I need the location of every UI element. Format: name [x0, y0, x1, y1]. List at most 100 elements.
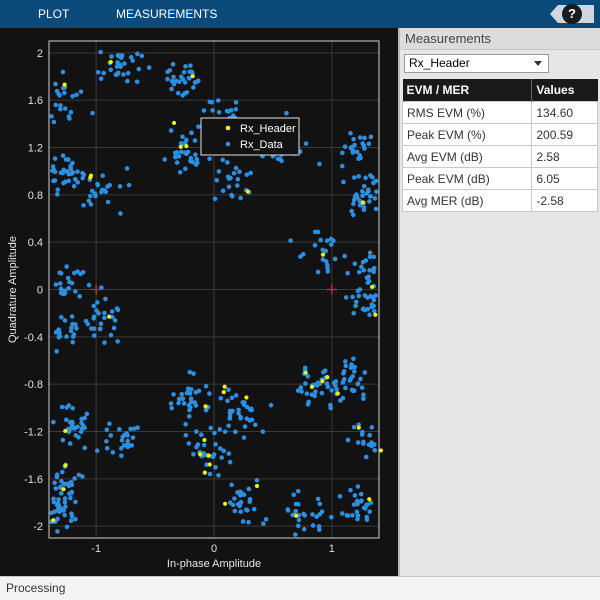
data-point	[359, 188, 365, 194]
data-point	[332, 383, 338, 388]
header-point	[207, 462, 212, 467]
data-point	[64, 405, 70, 410]
data-point	[241, 435, 247, 440]
data-point	[374, 189, 379, 194]
data-point	[362, 370, 368, 375]
data-point	[66, 114, 72, 119]
data-point	[233, 106, 239, 112]
data-point	[325, 384, 331, 390]
data-point	[55, 529, 60, 534]
signal-select[interactable]: Rx_Header	[404, 54, 549, 73]
data-point	[95, 300, 100, 305]
data-point	[350, 374, 356, 379]
data-point	[340, 380, 346, 385]
data-point	[241, 402, 247, 408]
data-point	[352, 261, 358, 267]
data-point	[69, 314, 75, 319]
data-point	[60, 153, 66, 158]
data-point	[167, 68, 173, 73]
data-point	[244, 416, 250, 421]
data-point	[165, 76, 170, 82]
data-point	[361, 392, 366, 398]
data-point	[112, 318, 118, 323]
data-point	[368, 500, 374, 505]
y-tick-label: 0.4	[28, 237, 43, 249]
data-point	[70, 170, 76, 175]
metric-value: 200.59	[531, 123, 598, 146]
header-point	[309, 384, 315, 389]
data-point	[343, 363, 349, 369]
data-point	[175, 90, 181, 96]
help-area: ?	[550, 3, 594, 25]
header-point	[202, 437, 207, 443]
data-point	[359, 385, 365, 390]
data-point	[146, 65, 152, 70]
data-point	[72, 476, 77, 481]
data-point	[79, 426, 85, 431]
constellation-plot[interactable]: -1 0 1 2 1.6 1.2 0.8 0.4 0 -0.4 -0.8 -1.2 -1.6 -2 In-p…	[0, 28, 398, 576]
data-point	[216, 169, 222, 174]
data-point	[184, 137, 189, 143]
data-point	[108, 433, 114, 438]
data-point	[70, 339, 76, 345]
header-point	[107, 314, 112, 319]
y-tick-label: 2	[37, 48, 43, 60]
data-point	[127, 443, 133, 448]
metric-label: RMS EVM (%)	[401, 101, 533, 124]
help-icon[interactable]: ?	[562, 4, 582, 24]
data-point	[191, 371, 196, 376]
data-point	[117, 184, 123, 189]
data-point	[115, 339, 121, 344]
data-point	[191, 451, 196, 457]
data-point	[91, 314, 97, 320]
data-point	[300, 251, 306, 257]
data-point	[76, 434, 81, 440]
data-point	[312, 229, 318, 235]
data-point	[355, 516, 360, 522]
data-point	[208, 425, 214, 431]
data-point	[238, 195, 243, 201]
data-point	[363, 175, 368, 181]
legend	[200, 117, 300, 156]
data-point	[73, 516, 78, 522]
data-point	[87, 193, 93, 199]
metric-value: 2.58	[531, 145, 598, 168]
data-point	[91, 303, 97, 309]
data-point	[296, 517, 302, 523]
data-point	[62, 106, 68, 111]
data-point	[352, 493, 358, 498]
data-point	[134, 79, 140, 85]
data-point	[313, 389, 318, 394]
data-point	[54, 474, 60, 480]
data-point	[356, 293, 362, 299]
data-point	[227, 410, 233, 416]
data-point	[86, 198, 92, 204]
data-point	[98, 321, 104, 327]
data-point	[178, 74, 184, 80]
tab-measurements[interactable]: MEASUREMENTS	[116, 7, 218, 21]
data-point	[354, 509, 360, 515]
data-point	[68, 328, 74, 334]
data-point	[362, 146, 367, 151]
data-point	[58, 103, 63, 108]
data-point	[125, 438, 131, 444]
data-point	[275, 156, 281, 162]
data-point	[73, 499, 78, 505]
data-point	[226, 451, 232, 456]
data-point	[122, 61, 127, 66]
tab-plot[interactable]: PLOT	[38, 7, 70, 21]
data-point	[357, 135, 363, 140]
data-point	[225, 398, 230, 404]
data-point	[222, 429, 228, 434]
metric-value: 6.05	[531, 167, 598, 190]
data-point	[319, 509, 325, 514]
data-point	[104, 438, 109, 444]
data-point	[176, 154, 182, 159]
data-point	[58, 106, 63, 112]
data-point	[69, 490, 74, 496]
data-point	[201, 442, 207, 448]
data-point	[128, 426, 133, 432]
panel-splitter[interactable]	[398, 28, 400, 600]
data-point	[101, 70, 106, 76]
data-point	[217, 427, 223, 432]
